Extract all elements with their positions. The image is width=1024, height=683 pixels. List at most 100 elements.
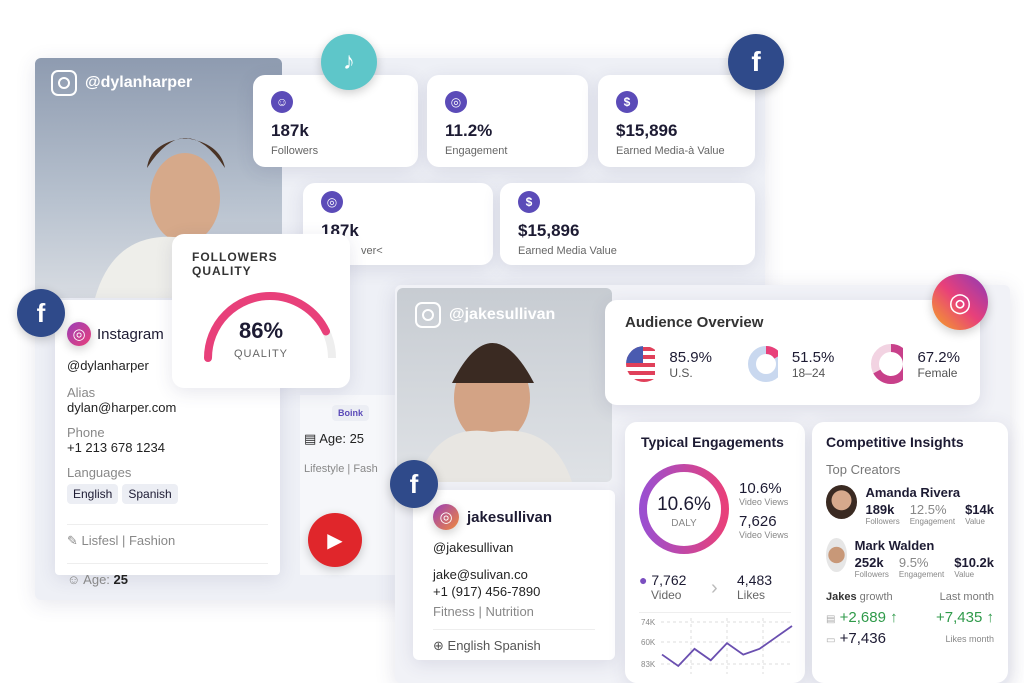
calendar-icon: ▤ [826, 614, 836, 625]
card-title: Audience Overview [625, 314, 764, 331]
last-month-label: Last month [939, 591, 994, 603]
col-label: Value [965, 517, 985, 526]
avatar [826, 538, 847, 572]
username: @dylanharper [67, 358, 149, 373]
card-title: Competitive Insights [826, 434, 964, 450]
followers: 252k [854, 555, 884, 570]
facebook-icon: f [728, 34, 784, 90]
ring-label: DALY [671, 518, 697, 529]
stat-label: Engagement [445, 145, 508, 157]
audience-value: 67.2% [917, 348, 960, 366]
globe-icon: ⊕ [433, 638, 444, 653]
engagement-ring [639, 464, 729, 554]
email[interactable]: jake@sulivan.co [433, 567, 528, 582]
card-title: FOLLOWERS QUALITY [192, 250, 278, 278]
profile-handle[interactable]: @dylanharper [85, 74, 193, 91]
card-title: Typical Engagements [641, 434, 784, 450]
video-views-percent: 10.6% [739, 480, 782, 497]
growth-value: +2,689 [839, 609, 886, 626]
alias-label: Alias [67, 385, 96, 400]
ring-value: 10.6% [657, 494, 711, 515]
metric-label: Likes [737, 588, 766, 602]
language-chip: Spanish [122, 484, 178, 504]
alias-email[interactable]: dylan@harper.com [67, 400, 177, 415]
stat-label: ver< [361, 245, 383, 257]
target-icon: ◎ [445, 91, 467, 113]
y-tick: 60K [641, 638, 656, 647]
audience-label: 18–24 [791, 365, 826, 380]
value: $10.2k [954, 555, 994, 570]
col-label: Followers [854, 570, 889, 579]
audience-value: 85.9% [669, 348, 712, 366]
category: Lisfesl | Fashion [81, 533, 176, 548]
profile-name: jakesullivan [467, 508, 553, 526]
series-line [661, 625, 793, 668]
audience-label: U.S. [669, 365, 693, 380]
likes-count: 4,483 [737, 572, 773, 588]
audience-label: Female [917, 365, 958, 380]
platform-label: Instagram [97, 325, 164, 343]
stat-card-engagement: ◎ 11.2% Engagement [427, 75, 588, 167]
stat-card-followers: ☺ 187k Followers [253, 75, 418, 167]
jake-info-card: ◎ jakesullivan @jakesullivan jake@sulivan… [413, 490, 615, 660]
stat-card-media-value: $ $15,896 Earned Media-à Value [598, 75, 755, 167]
stat-label: Earned Media Value [518, 245, 617, 257]
phone-label: Phone [67, 425, 105, 440]
stat-card-media-value-2: $ $15,896 Earned Media Value [500, 183, 755, 265]
facebook-icon: f [390, 460, 438, 508]
language-chip: English [67, 484, 119, 504]
phone-value[interactable]: +1 213 678 1234 [67, 440, 165, 455]
users-icon: ☺ [271, 91, 293, 113]
value: $14k [965, 502, 994, 517]
followers-quality-card: FOLLOWERS QUALITY 86% QUALITY [172, 234, 350, 388]
col-label: Followers [865, 517, 900, 526]
username: @jakesullivan [433, 540, 514, 555]
age-label: Age: [83, 572, 110, 587]
stat-value: $15,896 [616, 121, 678, 140]
dollar-icon: $ [616, 91, 638, 113]
video-views-count: 7,626 [739, 513, 777, 530]
typical-engagements-card: Typical Engagements 10.6% DALY 10.6% Vide… [625, 422, 805, 683]
audience-value: 51.5% [791, 348, 835, 366]
profile-handle[interactable]: @jakesullivan [449, 306, 556, 323]
growth-word: growth [859, 591, 893, 603]
age-value: 25 [349, 431, 365, 446]
instagram-icon [415, 302, 441, 328]
age-label: Age: [319, 431, 346, 446]
stat-value: 11.2% [445, 121, 493, 140]
instagram-icon: ◎ [67, 322, 91, 346]
creator-name: Mark Walden [854, 538, 935, 553]
metric-label: Video Views [739, 530, 789, 540]
y-tick: 74K [641, 618, 656, 627]
quality-gauge [204, 292, 336, 362]
y-tick: 83K [641, 660, 656, 669]
gender-donut [870, 344, 904, 384]
image-icon: ▭ [826, 635, 836, 646]
creator-name: Amanda Rivera [865, 485, 961, 500]
col-label: Engagement [909, 517, 956, 526]
creator-row[interactable]: Mark Walden 252k Followers 9.5% Engagement $… [826, 538, 994, 579]
growth-value: +7,435 [936, 609, 983, 626]
phone[interactable]: +1 (917) 456-7890 [433, 584, 541, 599]
col-label: Engagement [898, 570, 945, 579]
stat-value: 187k [271, 121, 309, 140]
languages: English Spanish [447, 638, 541, 653]
age-value: 25 [113, 572, 129, 587]
chevron-right-icon: › [711, 577, 718, 599]
tag-chip: Boink [332, 405, 370, 421]
stat-label: Earned Media-à Value [616, 145, 725, 157]
instagram-icon: ◎ [433, 504, 459, 530]
metric-label: Video [651, 588, 682, 602]
age-donut [748, 346, 778, 382]
competitive-insights-card: Competitive Insights Top Creators Amanda… [812, 422, 1008, 683]
person-photo-icon [417, 343, 572, 482]
dollar-icon: $ [518, 191, 540, 213]
quality-label: QUALITY [233, 348, 289, 360]
growth-label: Jakes [826, 591, 857, 603]
tiktok-icon: ♪ [321, 34, 377, 90]
category: Lifestyle | Fash [304, 463, 378, 475]
creator-row[interactable]: Amanda Rivera 189k Followers 12.5% Engageme… [826, 485, 994, 526]
jake-profile-photo: @jakesullivan [397, 288, 612, 482]
col-label: Value [954, 570, 975, 579]
category: Fitness | Nutrition [433, 604, 534, 619]
